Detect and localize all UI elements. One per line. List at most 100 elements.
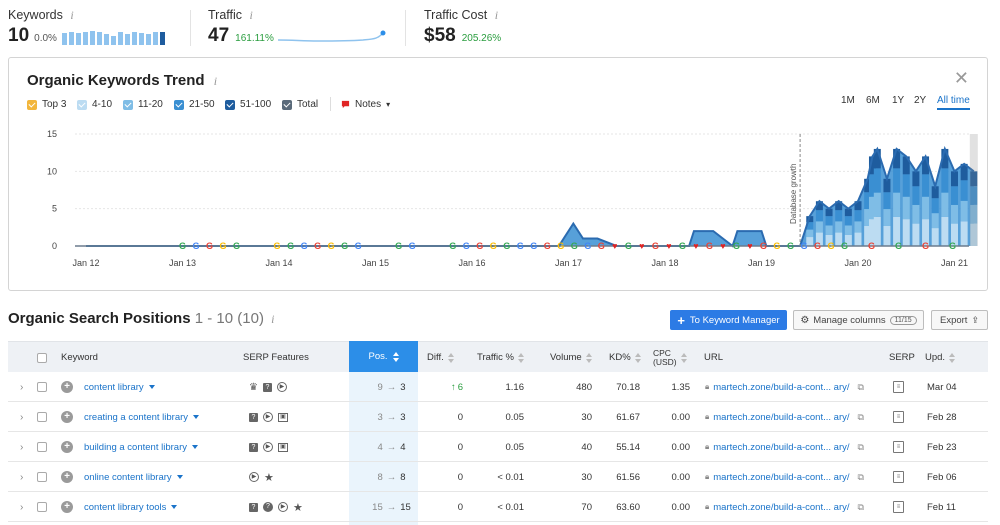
diff-value: 0 — [457, 501, 463, 513]
keyword-link[interactable]: content library — [84, 381, 144, 393]
header-url[interactable]: URL — [704, 352, 724, 363]
expand-row-icon[interactable]: › — [20, 441, 24, 453]
info-icon[interactable]: i — [70, 8, 74, 22]
pos-to: 8 — [400, 471, 406, 483]
serp-snapshot-icon[interactable]: ≡ — [893, 501, 904, 513]
header-serp[interactable]: SERP — [889, 352, 915, 363]
range-1m[interactable]: 1M — [841, 95, 855, 106]
google-update-marker: G — [787, 241, 794, 251]
row-checkbox[interactable] — [37, 442, 47, 452]
external-link-icon[interactable]: ⧉ — [857, 441, 864, 452]
info-icon[interactable]: i — [249, 8, 253, 22]
chevron-down-icon[interactable] — [148, 385, 155, 389]
video-icon: ▶ — [278, 502, 288, 512]
chevron-down-icon[interactable] — [171, 505, 178, 509]
manage-columns-button[interactable]: ⚙ Manage columns 11/15 — [793, 310, 924, 330]
external-link-icon[interactable]: ⧉ — [857, 381, 864, 392]
keyword-link[interactable]: content library tools — [84, 501, 167, 513]
range-6m[interactable]: 6M — [866, 95, 880, 106]
keyword-link[interactable]: creating a content library — [84, 411, 189, 423]
range-1y[interactable]: 1Y — [892, 95, 905, 106]
keyword-link[interactable]: online content library — [84, 471, 172, 483]
legend-total[interactable]: Total — [282, 99, 318, 110]
header-kd[interactable]: KD% — [609, 342, 641, 373]
add-keyword-icon[interactable]: + — [61, 441, 73, 453]
header-keyword[interactable]: Keyword — [61, 352, 98, 363]
external-link-icon[interactable]: ⧉ — [857, 471, 864, 482]
chevron-down-icon[interactable] — [193, 415, 200, 419]
expand-row-icon[interactable]: › — [20, 411, 24, 423]
serp-snapshot-icon[interactable]: ≡ — [893, 381, 904, 393]
expand-row-icon[interactable]: › — [20, 381, 24, 393]
header-pos[interactable]: Pos. — [349, 341, 418, 372]
google-update-marker: G — [449, 241, 456, 251]
url-link[interactable]: martech.zone/build-a-cont... ary/ — [713, 501, 850, 513]
metric-traffic[interactable]: Traffic i 47 161.11% — [208, 8, 388, 48]
expand-row-icon[interactable]: › — [20, 471, 24, 483]
serp-snapshot-icon[interactable]: ≡ — [893, 471, 904, 483]
info-icon[interactable]: i — [271, 312, 275, 326]
chevron-down-icon[interactable] — [191, 445, 198, 449]
row-checkbox[interactable] — [37, 502, 47, 512]
external-link-icon[interactable]: ⧉ — [857, 411, 864, 422]
header-volume[interactable]: Volume — [550, 342, 592, 373]
keyword-link[interactable]: building a content library — [84, 441, 187, 453]
header-upd[interactable]: Upd. — [925, 342, 956, 373]
row-checkbox[interactable] — [37, 472, 47, 482]
legend-11-20[interactable]: 11-20 — [123, 99, 163, 110]
stacked-band — [912, 171, 920, 187]
info-icon[interactable]: i — [494, 8, 499, 22]
legend-21-50[interactable]: 21-50 — [174, 99, 215, 110]
stacked-band — [960, 180, 968, 201]
stacked-band — [960, 221, 968, 246]
pos-to: 3 — [400, 381, 406, 393]
metric-keywords[interactable]: Keywords i 10 0.0% — [8, 8, 183, 48]
arrow-right-icon: → — [386, 381, 397, 393]
volume-value: 70 — [581, 501, 592, 513]
header-traffic[interactable]: Traffic % — [477, 342, 524, 373]
row-checkbox[interactable] — [37, 382, 47, 392]
traffic-percent: < 0.01 — [497, 471, 524, 483]
to-keyword-manager-button[interactable]: + To Keyword Manager — [670, 310, 787, 330]
row-checkbox[interactable] — [37, 412, 47, 422]
header-diff[interactable]: Diff. — [427, 342, 454, 373]
url-link[interactable]: martech.zone/build-a-cont... ary/ — [713, 471, 850, 483]
serp-features-icons: ? ▶ ▣ — [249, 442, 288, 452]
diff-value: 0 — [457, 441, 463, 453]
export-button[interactable]: Export ⇪ — [931, 310, 988, 330]
range-all-time[interactable]: All time — [937, 95, 970, 110]
stacked-band — [815, 210, 823, 222]
notes-dropdown[interactable]: Notes ▾ — [341, 99, 390, 110]
arrow-right-icon: → — [386, 411, 397, 423]
expand-row-icon[interactable]: › — [20, 501, 24, 513]
legend-top3[interactable]: Top 3 — [27, 99, 66, 110]
add-keyword-icon[interactable]: + — [61, 411, 73, 423]
range-2y[interactable]: 2Y — [914, 95, 927, 106]
info-icon[interactable]: i — [213, 74, 218, 88]
header-cpc[interactable]: CPC (USD) — [653, 342, 687, 373]
external-link-icon[interactable]: ⧉ — [857, 501, 864, 512]
google-update-marker: G — [733, 241, 740, 251]
metric-keywords-label: Keywords — [8, 8, 63, 22]
serp-snapshot-icon[interactable]: ≡ — [893, 441, 904, 453]
google-update-marker: G — [517, 241, 524, 251]
google-update-marker: G — [314, 241, 321, 251]
chevron-down-icon[interactable] — [176, 475, 183, 479]
legend-51-100[interactable]: 51-100 — [225, 99, 271, 110]
add-keyword-icon[interactable]: + — [61, 381, 73, 393]
lock-icon: 🔒︎ — [705, 502, 710, 511]
legend-label: 21-50 — [189, 99, 215, 110]
url-link[interactable]: martech.zone/build-a-cont... ary/ — [713, 381, 850, 393]
header-serp-features[interactable]: SERP Features — [243, 352, 309, 363]
url-link[interactable]: martech.zone/build-a-cont... ary/ — [713, 441, 850, 453]
metric-traffic-cost[interactable]: Traffic Cost i $58 205.26% — [424, 8, 574, 48]
url-link[interactable]: martech.zone/build-a-cont... ary/ — [713, 411, 850, 423]
stacked-band — [825, 234, 833, 246]
legend-4-10[interactable]: 4-10 — [77, 99, 112, 110]
serp-snapshot-icon[interactable]: ≡ — [893, 411, 904, 423]
table-row: › + building a content library ? ▶ ▣ 4 → 4… — [8, 432, 988, 462]
add-keyword-icon[interactable]: + — [61, 471, 73, 483]
add-keyword-icon[interactable]: + — [61, 501, 73, 513]
close-icon[interactable]: ✕ — [953, 68, 969, 88]
select-all-checkbox[interactable] — [37, 352, 47, 363]
